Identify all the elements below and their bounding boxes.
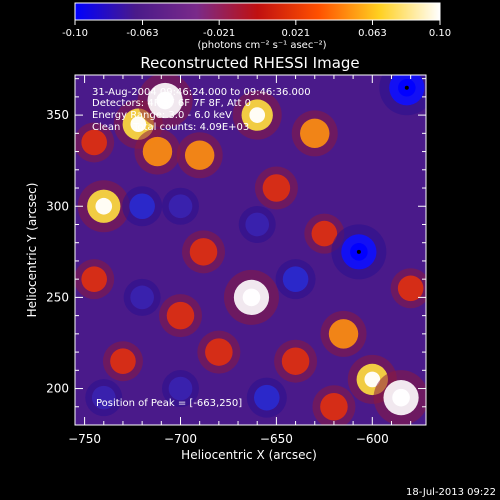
x-tick-label: −700 bbox=[164, 432, 197, 446]
annotation-energy: Energy Range: 3.0 - 6.0 keV bbox=[92, 110, 232, 121]
heatmap-blob-core bbox=[364, 371, 381, 388]
x-axis-ticks: −750 −700 −650 −600 bbox=[68, 75, 412, 446]
heatmap-blob bbox=[129, 193, 155, 220]
heatmap-blob bbox=[166, 301, 195, 330]
colorbar-tick-label: -0.063 bbox=[126, 28, 158, 39]
heatmap-blob bbox=[300, 118, 330, 149]
colorbar-tick: 0.10 bbox=[429, 20, 451, 39]
x-axis-label: Heliocentric X (arcsec) bbox=[181, 448, 317, 462]
heatmap-blob-core bbox=[95, 197, 113, 215]
colorbar-tick: 0.021 bbox=[282, 20, 311, 39]
colorbar-tick: -0.10 bbox=[62, 20, 88, 39]
source-marker bbox=[356, 249, 361, 254]
y-axis-label: Heliocentric Y (arcsec) bbox=[25, 183, 39, 318]
heatmap-blob bbox=[328, 319, 359, 349]
y-tick-label: 200 bbox=[46, 382, 69, 396]
colorbar-tick-label: 0.021 bbox=[282, 28, 311, 39]
colorbar-tick: -0.063 bbox=[126, 20, 159, 39]
heatmap-blob bbox=[262, 174, 291, 202]
colorbar-tick-label: 0.10 bbox=[429, 28, 451, 39]
heatmap-blob bbox=[168, 376, 193, 401]
peak-position-label: Position of Peak = [-663,250] bbox=[96, 398, 242, 409]
x-tick-label: −600 bbox=[356, 432, 389, 446]
colorbar-tick-label: -0.021 bbox=[203, 28, 235, 39]
heatmap-blob bbox=[130, 285, 154, 310]
y-tick-label: 350 bbox=[46, 108, 69, 122]
colorbar bbox=[74, 2, 441, 21]
annotation-clean: Clean Total counts: 4.09E+03 bbox=[92, 122, 249, 133]
heatmap-blob bbox=[254, 384, 280, 411]
heatmap-blob bbox=[320, 393, 348, 421]
annotation-block: 31-Aug-2004 09:46:24.000 to 09:46:36.000… bbox=[92, 87, 311, 409]
colorbar-ticks: -0.10 -0.063 -0.021 0.021 0.063 0.10 bbox=[62, 20, 451, 39]
heatmap-blob bbox=[281, 347, 310, 375]
footer-date: 18-Jul-2013 09:22 bbox=[406, 487, 496, 498]
colorbar-tick: -0.021 bbox=[203, 20, 235, 39]
markers bbox=[356, 85, 409, 254]
heatmap-blob bbox=[184, 140, 215, 170]
heatmap-blob bbox=[397, 275, 424, 302]
x-tick-label: −750 bbox=[68, 432, 101, 446]
heatmap-blob-core bbox=[392, 388, 410, 407]
y-axis-ticks: 200 250 300 350 bbox=[46, 78, 426, 426]
x-tick-label: −650 bbox=[260, 432, 293, 446]
y-tick-label: 300 bbox=[46, 199, 69, 213]
colorbar-tick-label: -0.10 bbox=[62, 28, 88, 39]
colorbar-units-label: (photons cm⁻² s⁻¹ asec⁻²) bbox=[197, 40, 326, 51]
annotation-time: 31-Aug-2004 09:46:24.000 to 09:46:36.000 bbox=[92, 87, 311, 98]
heatmap-blob bbox=[81, 266, 107, 292]
annotation-detectors: Detectors: 4F 5F 6F 7F 8F, Att 0 bbox=[92, 98, 251, 109]
heatmap-blob bbox=[245, 212, 270, 237]
heatmap-image bbox=[75, 75, 426, 425]
heatmap-blob bbox=[110, 348, 136, 374]
heatmap-blob-core bbox=[242, 288, 261, 307]
heatmap-blob bbox=[142, 136, 173, 167]
heatmap-blob bbox=[189, 238, 218, 266]
colorbar-tick-label: 0.063 bbox=[358, 28, 387, 39]
heatmap-blob-core bbox=[156, 91, 174, 110]
heatmap-blob bbox=[91, 385, 116, 410]
heatmap-blob bbox=[205, 338, 233, 366]
heatmap-blob bbox=[311, 220, 338, 247]
chart-title: Reconstructed RHESSI Image bbox=[140, 54, 359, 72]
heatmap-blob-core bbox=[249, 107, 266, 123]
source-marker bbox=[404, 85, 409, 90]
heatmap-blob-core bbox=[130, 116, 147, 133]
colorbar-tick: 0.063 bbox=[358, 20, 387, 39]
y-tick-label: 250 bbox=[46, 290, 69, 304]
heatmap-blob bbox=[81, 129, 107, 156]
heatmap-blob bbox=[168, 194, 193, 219]
plot-frame bbox=[74, 74, 427, 426]
heatmap-blob bbox=[282, 266, 309, 292]
